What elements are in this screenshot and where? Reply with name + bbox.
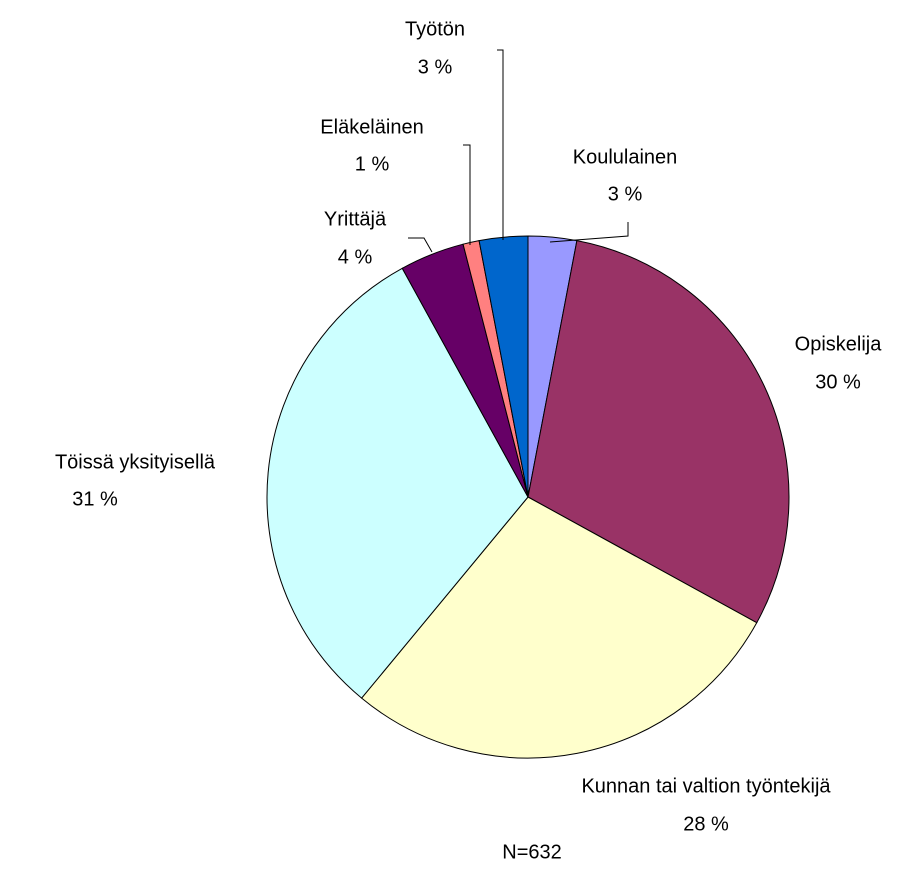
- slice-value-label: 1 %: [355, 153, 390, 175]
- slice-value-label: 31 %: [72, 488, 118, 510]
- note: N=632: [502, 841, 562, 863]
- slice-value-label: 30 %: [815, 371, 861, 393]
- slice-label: Kunnan tai valtion työntekijä: [581, 775, 831, 797]
- slice-value-label: 4 %: [338, 246, 373, 268]
- slice-value-label: 28 %: [683, 813, 729, 835]
- slice-label: Yrittäjä: [324, 208, 387, 230]
- pie-slice: [527, 240, 790, 624]
- leader-line: [497, 49, 504, 240]
- slice-value-label: 3 %: [418, 56, 453, 78]
- slice-label: Töissä yksityisellä: [55, 451, 216, 473]
- slice-label: Koululainen: [573, 146, 678, 168]
- slice-label: Työtön: [405, 18, 465, 40]
- slice-value-label: 3 %: [608, 183, 643, 205]
- pie-slice: [360, 496, 758, 759]
- slice-label: Opiskelija: [795, 333, 883, 355]
- slice-label: Eläkeläinen: [320, 116, 423, 138]
- leader-line: [408, 237, 433, 253]
- leader-line: [463, 144, 471, 245]
- leader-line: [549, 222, 629, 243]
- pie-slice: [266, 267, 529, 699]
